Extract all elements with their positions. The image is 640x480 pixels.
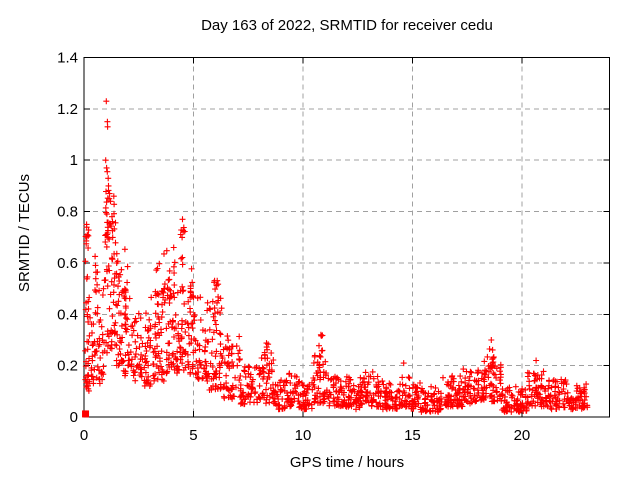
y-tick-label: 1.2 [57, 101, 78, 118]
grid-lines [84, 57, 610, 417]
y-tick-label: 0.2 [57, 358, 78, 375]
origin-square-marker [82, 410, 90, 418]
y-tick-label: 0.8 [57, 204, 78, 221]
data-points [82, 98, 591, 415]
x-tick-label: 15 [404, 427, 421, 444]
y-tick-label: 0.4 [57, 306, 78, 323]
y-tick-label: 0.6 [57, 255, 78, 272]
x-tick-label: 10 [295, 427, 312, 444]
plot-border [83, 57, 610, 418]
x-tick-label: 0 [80, 427, 88, 444]
x-tick-label: 5 [189, 427, 197, 444]
y-tick-label: 0 [70, 409, 78, 426]
x-axis-label: GPS time / hours [289, 454, 405, 471]
y-tick-label: 1 [70, 152, 78, 169]
chart-title: Day 163 of 2022, SRMTID for receiver ced… [201, 17, 493, 34]
axis-ticks [83, 57, 610, 418]
x-tick-label: 20 [514, 427, 531, 444]
y-tick-label: 1.4 [57, 50, 78, 67]
